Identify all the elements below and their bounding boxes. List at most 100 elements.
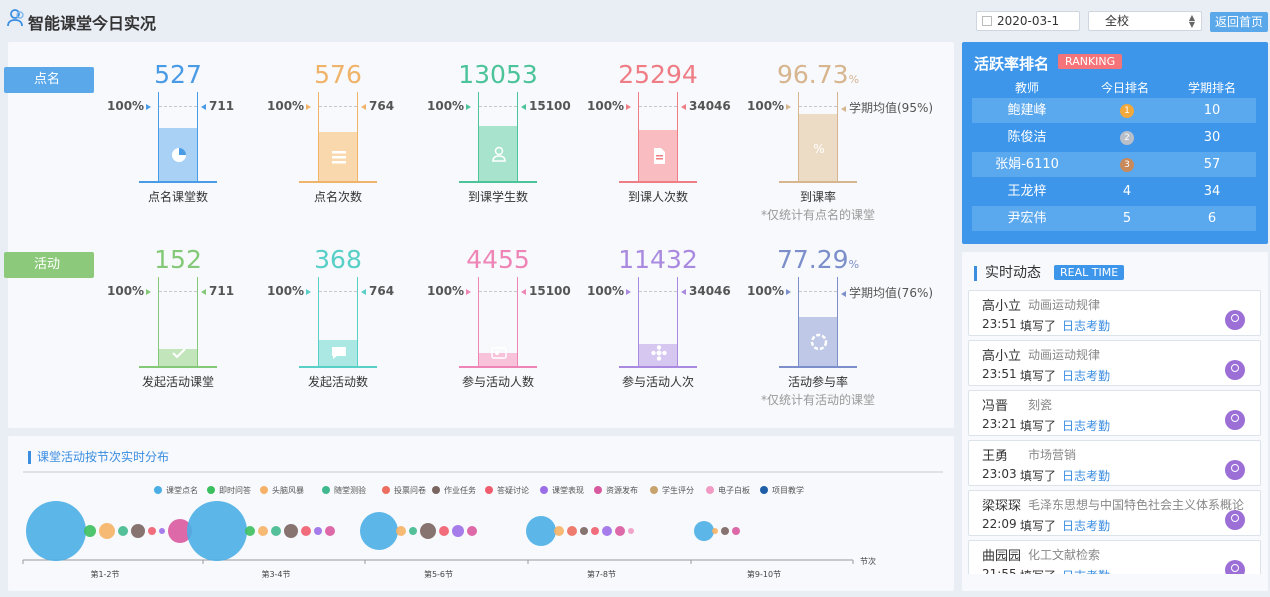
- left-value: 100%: [587, 284, 625, 298]
- rollcall-metric-3: 13053 100% 15100 到课学生数: [423, 60, 573, 212]
- feed-link[interactable]: 日志考勤: [1062, 369, 1111, 383]
- max-line: [159, 106, 197, 107]
- metric-number: 11432: [618, 245, 698, 274]
- metric-right-label: 764: [361, 99, 394, 113]
- feed-link[interactable]: 日志考勤: [1062, 319, 1111, 333]
- feed-link[interactable]: 日志考勤: [1062, 469, 1111, 483]
- right-arrow-icon: [306, 103, 312, 110]
- right-value: 764: [369, 284, 395, 298]
- legend-marker: [540, 486, 548, 494]
- scope-select[interactable]: 全校 ▲ ▼: [1088, 11, 1202, 31]
- metric-fill: [159, 349, 197, 367]
- date-picker[interactable]: 2020-03-1: [976, 11, 1080, 31]
- feed-link[interactable]: 日志考勤: [1062, 567, 1110, 574]
- feed-item[interactable]: 梁琛琛 毛泽东思想与中国特色社会主义体系概论 22:09 填写了 日志考勤: [968, 490, 1261, 536]
- left-arrow-icon: [361, 288, 366, 295]
- x-axis-label: 节次: [860, 556, 876, 566]
- left-value: 100%: [427, 284, 465, 298]
- legend-marker: [432, 486, 440, 494]
- teacher-icon: [7, 9, 24, 27]
- bubble: [99, 523, 115, 539]
- right-arrow-icon: [146, 103, 152, 110]
- today-rank-cell: 5: [1082, 206, 1172, 231]
- legend-label: 学生评分: [662, 485, 694, 495]
- term-rank: 6: [1207, 211, 1217, 226]
- teacher-name: 尹宏伟: [1007, 211, 1047, 226]
- bubble: [409, 527, 417, 535]
- user-avatar-icon[interactable]: [1225, 360, 1245, 380]
- teacher-name: 王龙梓: [1007, 184, 1047, 199]
- feed-item[interactable]: 王勇 市场营销 23:03 填写了 日志考勤: [968, 440, 1261, 486]
- metric-number: 576: [314, 60, 362, 89]
- user-avatar-icon[interactable]: [1225, 310, 1245, 330]
- term-rank: 10: [1203, 103, 1221, 118]
- metric-label: 活动参与率: [787, 375, 848, 389]
- metric-cup: [478, 92, 518, 182]
- max-line: [319, 106, 357, 107]
- user-avatar-icon[interactable]: [1225, 410, 1245, 430]
- metric-left-label: 100%: [587, 99, 632, 113]
- feed-teacher-name: 高小立: [982, 349, 1022, 364]
- metric-value: 152: [103, 245, 253, 275]
- cup-base: [619, 366, 697, 368]
- feed-list[interactable]: 高小立 动画运动规律 23:51 填写了 日志考勤 高小立 动画运动规律 23:51 填写了 日志…: [968, 290, 1262, 574]
- metric-unit: %: [848, 73, 860, 86]
- bubble: [554, 526, 564, 536]
- feed-item[interactable]: 冯晋 刻瓷 23:21 填写了 日志考勤: [968, 390, 1261, 436]
- x-tick-label: 第1-2节: [90, 569, 119, 579]
- left-value: 100%: [267, 284, 305, 298]
- feed-course: 毛泽东思想与中国特色社会主义体系概论: [1028, 498, 1245, 512]
- legend-label: 头脑风暴: [272, 485, 304, 495]
- feed-time: 23:51: [982, 367, 1017, 381]
- metric-number: 77.29: [776, 245, 849, 274]
- metric-right-label: 34046: [681, 284, 731, 298]
- cup-base: [299, 181, 377, 183]
- user-avatar-icon[interactable]: [1225, 460, 1245, 480]
- feed-link[interactable]: 日志考勤: [1062, 519, 1111, 533]
- feed-time: 23:51: [982, 317, 1017, 331]
- list-icon: [332, 151, 346, 164]
- right-arrow-icon: [306, 288, 312, 295]
- metric-label: 发起活动数: [307, 375, 368, 389]
- feed-item[interactable]: 高小立 动画运动规律 23:51 填写了 日志考勤: [968, 290, 1261, 336]
- feed-link[interactable]: 日志考勤: [1062, 419, 1111, 433]
- user-avatar-icon[interactable]: [1225, 510, 1245, 530]
- document-icon: [654, 148, 665, 164]
- metric-fill: [799, 317, 837, 367]
- metric-fill: [799, 114, 837, 182]
- page-title: 智能课堂今日实况: [28, 14, 157, 33]
- metric-number: 4455: [466, 245, 530, 274]
- right-arrow-icon: [626, 103, 632, 110]
- date-value: 2020-03-1: [997, 14, 1060, 28]
- metric-left-label: 100%: [267, 284, 312, 298]
- metric-cup: [638, 92, 678, 182]
- metric-cup: [318, 277, 358, 367]
- right-value: 711: [209, 99, 235, 113]
- metric-left-label: 100%: [747, 284, 792, 298]
- right-arrow-icon: [626, 288, 632, 295]
- metric-number: 13053: [458, 60, 538, 89]
- left-value: 100%: [107, 284, 145, 298]
- ranking-header-term: 学期排名: [1187, 81, 1236, 95]
- bubble: [271, 526, 281, 536]
- activity-metric-2: 368 100% 764 发起活动数: [263, 245, 413, 397]
- feed-item[interactable]: 高小立 动画运动规律 23:51 填写了 日志考勤: [968, 340, 1261, 386]
- left-arrow-icon: [521, 103, 526, 110]
- metric-left-label: 100%: [587, 284, 632, 298]
- home-button[interactable]: 返回首页: [1210, 12, 1268, 32]
- teacher-name: 陈俊洁: [1007, 130, 1047, 145]
- x-tick-label: 第7-8节: [587, 569, 616, 579]
- chart-title: 课堂活动按节次实时分布: [28, 451, 169, 464]
- activity-metric-3: 4455 100% 15100 参与活动人数: [423, 245, 573, 397]
- bubble: [168, 519, 192, 543]
- rollcall-metric-4: 25294 100% 34046 到课人次数: [583, 60, 733, 212]
- bubble: [245, 526, 255, 536]
- bubble: [258, 526, 268, 536]
- bubble: [721, 527, 729, 535]
- metric-right-label: 764: [361, 284, 394, 298]
- ranking-row: 张娟-6110 3 57: [972, 152, 1256, 177]
- user-avatar-icon[interactable]: [1225, 560, 1245, 574]
- check-icon: [172, 348, 186, 359]
- left-arrow-icon: [681, 288, 686, 295]
